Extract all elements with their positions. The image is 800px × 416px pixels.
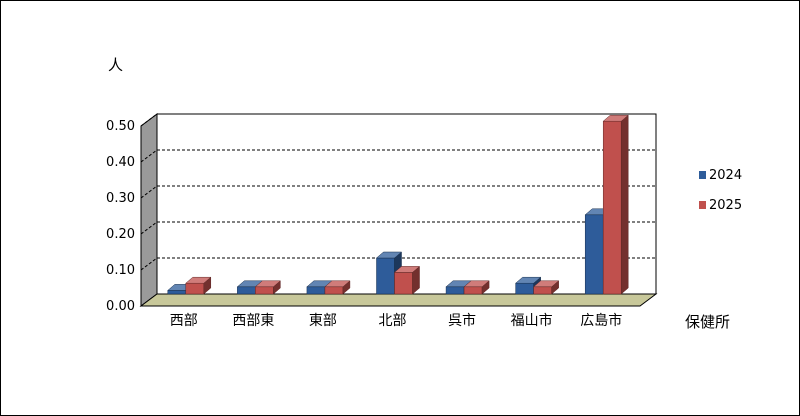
x-tick-label: 東部 xyxy=(309,313,337,329)
x-tick-label: 呉市 xyxy=(448,312,476,329)
x-tick-label: 西部東 xyxy=(232,313,274,329)
x-tick-label: 福山市 xyxy=(511,312,553,329)
legend-label-2025: 2025 xyxy=(709,198,742,213)
floor xyxy=(139,293,658,307)
y-tick-label: 0.00 xyxy=(106,299,135,314)
y-tick-label: 0.40 xyxy=(106,155,135,170)
bar-2025-西部 xyxy=(185,276,212,295)
bars xyxy=(167,114,629,295)
legend: 2024 2025 xyxy=(699,168,742,213)
gridlines xyxy=(140,113,656,271)
bar-2025-東部 xyxy=(324,280,351,295)
gridline-side xyxy=(140,113,158,127)
legend-swatch-2024 xyxy=(699,171,706,179)
bar-2025-呉市 xyxy=(463,280,490,295)
legend-swatch-2025 xyxy=(699,201,706,209)
bar-2025-西部東 xyxy=(254,280,282,295)
y-tick-label: 0.30 xyxy=(106,191,135,206)
gridline-side xyxy=(140,221,158,235)
gridline-side xyxy=(140,257,158,271)
y-tick-label: 0.10 xyxy=(106,263,135,278)
bar-2025-北部 xyxy=(393,265,421,295)
x-axis-title: 保健所 xyxy=(685,313,730,331)
x-tick-label: 広島市 xyxy=(580,312,622,329)
legend-label-2024: 2024 xyxy=(709,168,742,183)
gridline-side xyxy=(140,149,158,163)
x-tick-label: 西部 xyxy=(170,313,198,329)
bar-2025-福山市 xyxy=(532,280,560,295)
side-wall xyxy=(140,113,158,307)
gridline-side xyxy=(140,185,158,199)
bar-2025-広島市 xyxy=(602,114,629,295)
labels: 0.00 0.10 0.20 0.30 0.40 0.50 西部 西部東 東部 北部 呉市 福山市 広島… xyxy=(106,119,622,329)
y-axis-title: 人 xyxy=(108,56,123,74)
y-tick-label: 0.50 xyxy=(106,119,135,134)
y-tick-label: 0.20 xyxy=(106,227,135,242)
x-tick-label: 北部 xyxy=(379,313,407,329)
